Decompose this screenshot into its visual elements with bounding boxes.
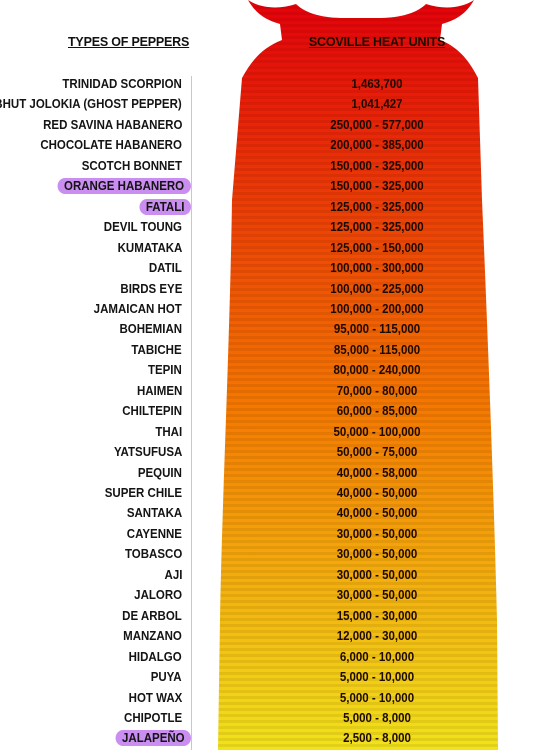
pepper-name: PEQUIN [137,465,182,480]
pepper-name: THAI [155,424,182,439]
scoville-value: 100,000 - 225,000 [330,281,424,296]
pepper-name: CHIPOTLE [123,710,182,725]
pepper-name: BOHEMIAN [119,322,182,337]
scoville-value: 85,000 - 115,000 [333,342,421,357]
scoville-value: 60,000 - 85,000 [336,404,418,419]
pepper-name: MANZANO [123,629,182,644]
scoville-value: 30,000 - 50,000 [336,526,418,541]
scoville-value: 70,000 - 80,000 [336,383,418,398]
scoville-value: 40,000 - 50,000 [336,506,418,521]
pepper-name: BHUT JOLOKIA (GHOST PEPPER) [0,97,182,112]
scoville-value: 30,000 - 50,000 [336,567,418,582]
scoville-value: 5,000 - 8,000 [343,710,411,725]
scoville-value: 250,000 - 577,000 [330,117,424,132]
scoville-value: 40,000 - 50,000 [336,486,418,500]
types-of-peppers-header: TYPES OF PEPPERS [68,35,190,49]
pepper-name: JALAPEÑO [115,730,191,747]
pepper-name: ORANGE HABANERO [58,178,191,195]
pepper-name: KUMATAKA [117,240,182,255]
pepper-name: SANTAKA [126,506,182,521]
scoville-value: 100,000 - 200,000 [330,301,424,316]
scoville-value: 1,463,700 [351,77,403,91]
pepper-name: TABICHE [131,342,182,357]
pepper-name: HOT WAX [128,690,182,705]
pepper-name: CHILTEPIN [122,404,182,419]
scoville-value: 150,000 - 325,000 [330,179,424,194]
pepper-name: CAYENNE [126,526,182,541]
scoville-value: 1,041,427 [351,97,403,112]
pepper-name: TEPIN [148,363,182,378]
scoville-value: 5,000 - 10,000 [339,690,415,705]
scoville-value: 100,000 - 300,000 [330,261,424,276]
pepper-name: TOBASCO [124,547,182,562]
pepper-name: RED SAVINA HABANERO [42,117,182,132]
scoville-value: 40,000 - 58,000 [336,465,418,480]
scoville-value: 50,000 - 75,000 [336,445,418,460]
pepper-name: CHOCOLATE HABANERO [40,138,182,153]
scoville-value: 12,000 - 30,000 [336,629,418,644]
pepper-name: HIDALGO [128,649,182,664]
pepper-name: DEVIL TOUNG [103,220,182,235]
pepper-name: HAIMEN [136,383,182,398]
pepper-name: TRINIDAD SCORPION [62,77,182,91]
pepper-name: PUYA [151,670,182,685]
scoville-value: 2,500 - 8,000 [343,731,411,746]
pepper-name: DATIL [148,261,182,276]
scoville-value: 30,000 - 50,000 [336,547,418,562]
pepper-name: DE ARBOL [122,608,182,623]
scoville-value: 5,000 - 10,000 [339,670,415,685]
pepper-name: BIRDS EYE [120,281,182,296]
scoville-value: 50,000 - 100,000 [333,424,421,439]
pepper-name: SCOTCH BONNET [81,158,182,173]
scoville-heat-units-header: SCOVILLE HEAT UNITS [308,35,446,49]
pepper-name: SUPER CHILE [104,486,182,500]
scoville-value: 200,000 - 385,000 [330,138,424,153]
scoville-value: 30,000 - 50,000 [336,588,418,603]
scoville-value: 125,000 - 325,000 [330,199,424,214]
scoville-value: 150,000 - 325,000 [330,158,424,173]
pepper-name: FATALI [139,198,191,215]
scoville-value: 125,000 - 325,000 [330,220,424,235]
pepper-name: YATSUFUSA [113,445,182,460]
scoville-value: 80,000 - 240,000 [333,363,421,378]
scoville-value: 6,000 - 10,000 [339,649,415,664]
pepper-body-bands [218,0,498,750]
pepper-name: AJI [164,567,182,582]
scoville-value: 15,000 - 30,000 [336,608,418,623]
pepper-name: JAMAICAN HOT [93,301,182,316]
column-divider [191,76,192,750]
scoville-value: 125,000 - 150,000 [330,240,424,255]
pepper-name: JALORO [134,588,182,603]
scoville-value: 95,000 - 115,000 [333,322,421,337]
